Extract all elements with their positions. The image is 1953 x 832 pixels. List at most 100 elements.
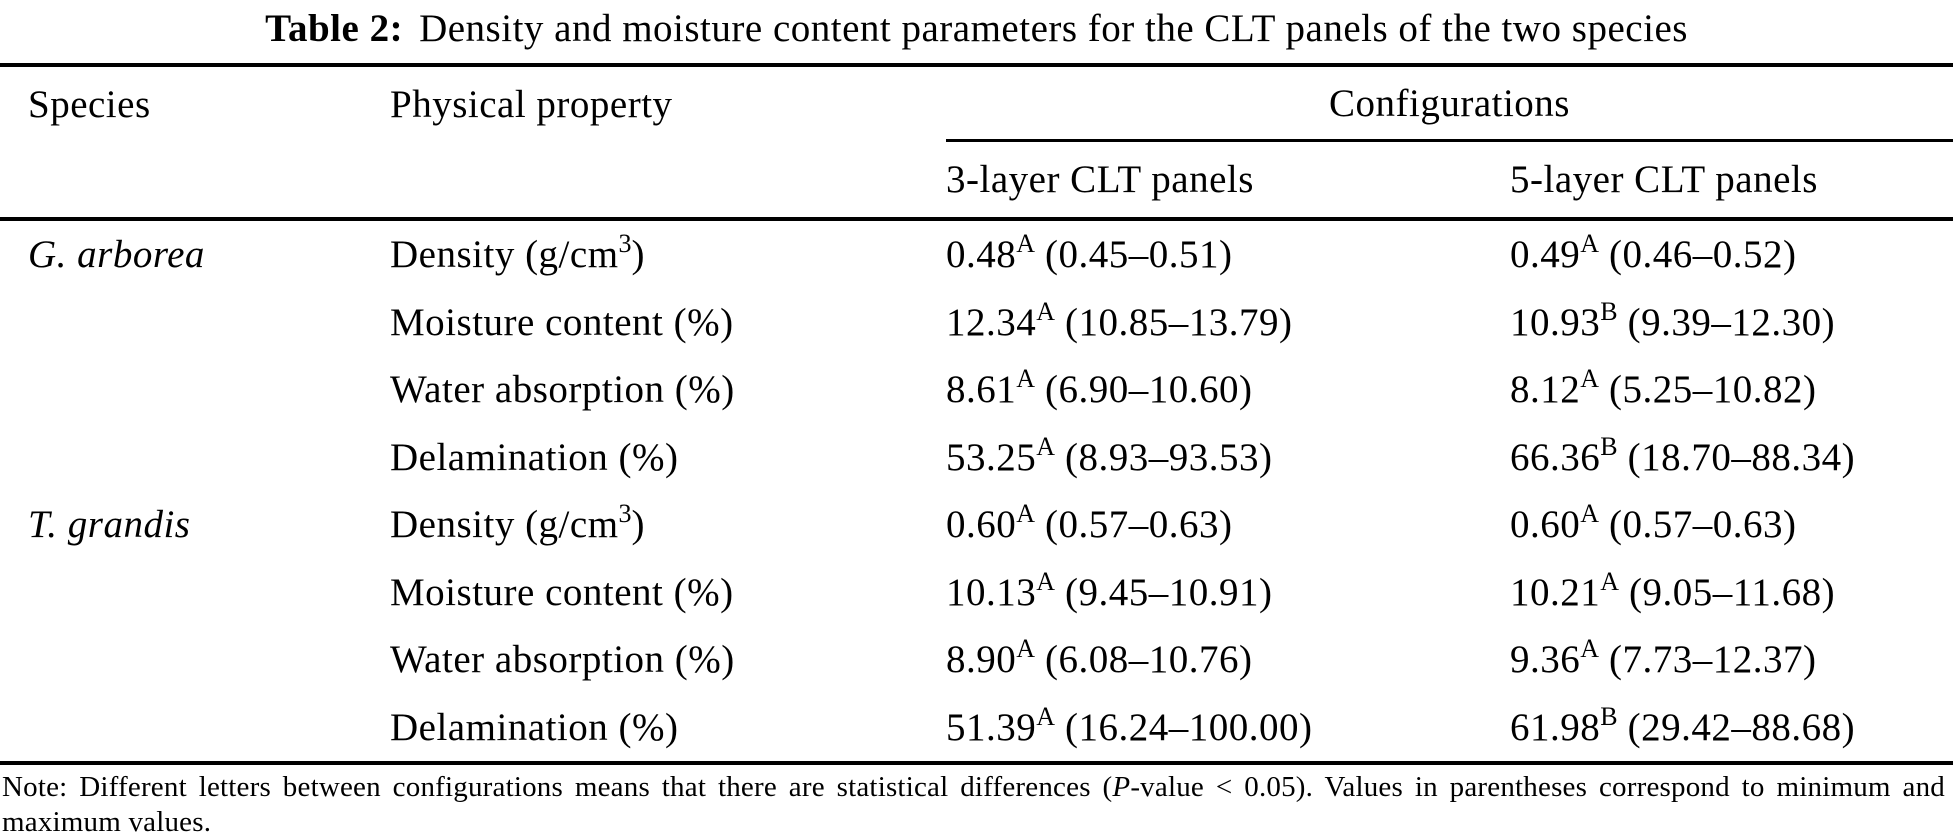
value-mean: 12.34 — [946, 300, 1037, 344]
table-row: Moisture content (%) 12.34A (10.85–13.79)… — [0, 289, 1953, 357]
header-row-groups: Species Physical property Configurations — [0, 67, 1953, 142]
table-caption-text: Density and moisture content parameters … — [419, 7, 1688, 50]
value-mean: 0.60 — [946, 503, 1017, 547]
significance-letter: A — [1036, 431, 1056, 461]
property-superscript: 3 — [618, 499, 632, 529]
property-cell: Moisture content (%) — [362, 570, 918, 615]
significance-letter: A — [1016, 229, 1036, 259]
value-mean: 0.60 — [1510, 503, 1581, 547]
footnote-p-italic: P — [1112, 771, 1131, 803]
table-caption-label: Table 2: — [265, 7, 404, 50]
significance-letter: A — [1016, 499, 1036, 529]
species-name: G. arborea — [28, 233, 205, 277]
species-cell: G. arborea — [0, 232, 362, 277]
property-superscript: 3 — [618, 229, 632, 259]
value-mean: 8.12 — [1510, 368, 1581, 412]
property-cell: Delamination (%) — [362, 705, 918, 750]
species-name: T. grandis — [28, 503, 191, 547]
value-range: (0.57–0.63) — [1045, 503, 1233, 547]
configurations-group-header: Configurations — [946, 67, 1953, 142]
value-cell-3layer: 12.34A (10.85–13.79) — [918, 296, 1482, 345]
value-range: (0.45–0.51) — [1045, 233, 1233, 277]
configurations-group-label: Configurations — [1329, 81, 1570, 125]
table-row: Moisture content (%) 10.13A (9.45–10.91) … — [0, 559, 1953, 627]
significance-letter: A — [1580, 499, 1600, 529]
value-range: (9.45–10.91) — [1065, 570, 1273, 614]
species-column-header: Species — [28, 83, 151, 126]
value-mean: 0.48 — [946, 233, 1017, 277]
property-cell: Water absorption (%) — [362, 367, 918, 412]
property-text: Water absorption (%) — [390, 638, 735, 682]
significance-letter: A — [1016, 364, 1036, 394]
property-cell: Delamination (%) — [362, 435, 918, 480]
value-cell-5layer: 0.60A (0.57–0.63) — [1482, 499, 1953, 547]
table-row: Water absorption (%) 8.61A (6.90–10.60) 8… — [0, 356, 1953, 424]
table-row: Water absorption (%) 8.90A (6.08–10.76) 9… — [0, 626, 1953, 694]
value-cell-5layer: 9.36A (7.73–12.37) — [1482, 634, 1953, 682]
value-mean: 10.21 — [1510, 570, 1601, 614]
significance-letter: A — [1580, 634, 1600, 664]
footnote-text: Note: Different letters between configur… — [2, 771, 1113, 803]
col-header-5layer: 5-layer CLT panels — [1510, 158, 1818, 201]
significance-letter: B — [1600, 296, 1618, 326]
table-footnote: Note: Different letters between configur… — [0, 765, 1953, 832]
table-row: T. grandis Density (g/cm3) 0.60A (0.57–0.… — [0, 491, 1953, 559]
property-cell: Density (g/cm3) — [362, 229, 918, 277]
significance-letter: A — [1036, 296, 1056, 326]
value-cell-3layer: 0.48A (0.45–0.51) — [918, 229, 1482, 277]
significance-letter: A — [1580, 364, 1600, 394]
value-range: (16.24–100.00) — [1065, 705, 1313, 749]
significance-letter: A — [1036, 566, 1056, 596]
property-text-end: ) — [631, 233, 646, 277]
property-text: Moisture content (%) — [390, 570, 734, 614]
value-mean: 61.98 — [1510, 705, 1601, 749]
table-row: Delamination (%) 53.25A (8.93–93.53) 66.3… — [0, 424, 1953, 492]
species-cell: T. grandis — [0, 502, 362, 547]
header-rule — [0, 217, 1953, 221]
significance-letter: A — [1580, 229, 1600, 259]
property-text: Water absorption (%) — [390, 368, 735, 412]
value-mean: 10.93 — [1510, 300, 1601, 344]
value-mean: 8.90 — [946, 638, 1017, 682]
property-text: Density (g/cm — [390, 503, 619, 547]
property-text-end: ) — [631, 503, 646, 547]
value-range: (0.46–0.52) — [1609, 233, 1797, 277]
value-range: (9.05–11.68) — [1629, 570, 1836, 614]
property-column-header: Physical property — [390, 83, 673, 126]
value-range: (10.85–13.79) — [1065, 300, 1293, 344]
value-mean: 10.13 — [946, 570, 1037, 614]
table-caption: Table 2: Density and moisture content pa… — [0, 0, 1953, 63]
significance-letter: A — [1036, 701, 1056, 731]
value-mean: 8.61 — [946, 368, 1017, 412]
value-cell-5layer: 66.36B (18.70–88.34) — [1482, 431, 1953, 480]
property-cell: Water absorption (%) — [362, 637, 918, 682]
value-range: (9.39–12.30) — [1627, 300, 1836, 344]
value-cell-5layer: 10.93B (9.39–12.30) — [1482, 296, 1953, 345]
significance-letter: B — [1600, 431, 1618, 461]
value-cell-5layer: 10.21A (9.05–11.68) — [1482, 566, 1953, 615]
significance-letter: A — [1600, 566, 1620, 596]
value-range: (5.25–10.82) — [1609, 368, 1817, 412]
value-range: (0.57–0.63) — [1609, 503, 1797, 547]
col-header-3layer: 3-layer CLT panels — [946, 158, 1254, 201]
value-cell-5layer: 61.98B (29.42–88.68) — [1482, 701, 1953, 750]
property-cell: Moisture content (%) — [362, 300, 918, 345]
value-mean: 66.36 — [1510, 435, 1601, 479]
value-cell-3layer: 8.90A (6.08–10.76) — [918, 634, 1482, 682]
table-row: Delamination (%) 51.39A (16.24–100.00) 61… — [0, 694, 1953, 762]
value-range: (6.90–10.60) — [1045, 368, 1253, 412]
significance-letter: B — [1600, 701, 1618, 731]
bottom-rule — [0, 761, 1953, 765]
value-cell-5layer: 0.49A (0.46–0.52) — [1482, 229, 1953, 277]
header-row-configs: 3-layer CLT panels 5-layer CLT panels — [0, 142, 1953, 217]
value-range: (8.93–93.53) — [1065, 435, 1273, 479]
value-mean: 51.39 — [946, 705, 1037, 749]
value-mean: 9.36 — [1510, 638, 1581, 682]
value-range: (6.08–10.76) — [1045, 638, 1253, 682]
value-range: (18.70–88.34) — [1627, 435, 1856, 479]
property-cell: Density (g/cm3) — [362, 499, 918, 547]
value-mean: 0.49 — [1510, 233, 1581, 277]
value-range: (7.73–12.37) — [1609, 638, 1817, 682]
property-text: Moisture content (%) — [390, 300, 734, 344]
